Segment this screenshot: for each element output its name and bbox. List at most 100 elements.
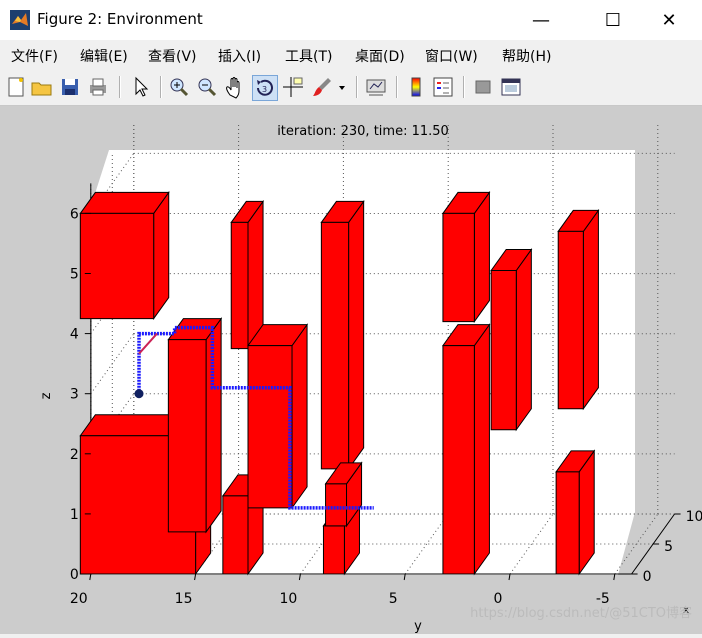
title-bar: Figure 2: Environment — ☐ ✕	[0, 0, 702, 40]
obstacle-side	[247, 199, 264, 351]
grid-line	[299, 513, 344, 575]
menu-insert[interactable]: 插入(I)	[218, 49, 262, 65]
obstacle-front	[442, 212, 475, 323]
path-start-marker	[134, 389, 144, 399]
obstacle-front	[555, 471, 580, 575]
menu-bar: 文件(F) 编辑(E) 查看(V) 插入(I) 工具(T) 桌面(D) 窗口(W…	[0, 40, 702, 100]
insert-legend-icon[interactable]	[431, 75, 455, 99]
x-tick-label: 0	[643, 569, 652, 585]
obstacle-front	[222, 495, 249, 575]
menu-edit[interactable]: 编辑(E)	[80, 49, 128, 65]
z-tick-label: 6	[70, 206, 79, 222]
obstacle-block	[247, 323, 309, 510]
y-tick-mark	[298, 573, 301, 581]
planned-path	[137, 325, 374, 510]
y-tick-label: 10	[279, 591, 297, 607]
obstacle-front	[325, 483, 348, 527]
link-plot-icon[interactable]	[364, 75, 388, 99]
menu-desktop[interactable]: 桌面(D)	[355, 49, 405, 65]
obstacle-block	[557, 208, 600, 411]
obstacle-side	[348, 199, 365, 471]
obstacle-block	[320, 199, 365, 471]
y-tick-mark	[403, 573, 406, 581]
toolbar-separator	[356, 76, 358, 98]
y-tick-label: -5	[596, 591, 610, 607]
toolbar-separator	[119, 76, 121, 98]
toolbar-separator	[463, 76, 465, 98]
menu-help[interactable]: 帮助(H)	[502, 49, 552, 65]
obstacle-side	[291, 323, 308, 510]
obstacle-block	[441, 190, 491, 324]
obstacle-front	[490, 269, 517, 431]
rotate-3d-icon[interactable]: 3	[252, 75, 278, 101]
obstacle-front	[557, 230, 584, 410]
obstacle-block	[555, 449, 596, 576]
print-icon[interactable]	[86, 75, 110, 99]
minimize-button[interactable]: —	[532, 9, 550, 31]
chart-title: iteration: 230, time: 11.50	[277, 124, 449, 139]
z-tick-label: 5	[70, 267, 79, 283]
obstacle-block	[167, 317, 223, 534]
toolbar-separator	[160, 76, 162, 98]
obstacle-block	[79, 190, 170, 321]
y-tick-label: 5	[389, 591, 398, 607]
obstacle-front	[79, 212, 155, 320]
obstacle-top	[79, 191, 170, 214]
save-icon[interactable]	[58, 75, 82, 99]
x-tick-label: 10	[686, 509, 702, 525]
brush-dropdown-icon[interactable]	[335, 75, 349, 99]
obstacle-side	[473, 323, 490, 576]
obstacle-side	[153, 190, 170, 321]
y-tick-mark	[194, 573, 197, 581]
brush-icon[interactable]	[310, 75, 334, 99]
z-tick-label: 1	[70, 507, 79, 523]
obstacle-front	[230, 221, 249, 350]
close-button[interactable]: ✕	[661, 9, 677, 31]
z-tick-label: 0	[70, 567, 79, 583]
zoom-out-icon[interactable]	[195, 75, 219, 99]
new-figure-icon[interactable]	[4, 75, 28, 99]
show-plot-tools-icon[interactable]	[499, 75, 523, 99]
maximize-button[interactable]: ☐	[604, 9, 622, 31]
watermark: https://blog.csdn.net/@51CTO博客	[470, 605, 692, 621]
y-tick-mark	[508, 573, 511, 581]
y-tick-label: 0	[494, 591, 503, 607]
data-cursor-icon[interactable]	[281, 75, 305, 99]
z-tick-label: 3	[70, 387, 79, 403]
obstacle-front	[167, 339, 207, 533]
toolbar-separator	[396, 76, 398, 98]
matlab-logo-icon	[10, 10, 30, 30]
y-axis-label: y	[414, 619, 422, 634]
window-title: Figure 2: Environment	[37, 10, 203, 28]
obstacle-front	[320, 221, 350, 470]
obstacle-side	[473, 190, 490, 324]
obstacle-block	[230, 199, 265, 351]
obstacle-front	[322, 525, 345, 575]
path-start-segment	[138, 332, 158, 355]
x-axis-label: x	[683, 603, 690, 616]
menu-tools[interactable]: 工具(T)	[285, 49, 333, 65]
grid-line	[404, 513, 449, 575]
z-tick-label: 2	[70, 447, 79, 463]
y-tick-mark	[613, 573, 616, 581]
svg-text:3: 3	[262, 85, 267, 94]
figure-canvas: iteration: 230, time: 11.50 20 15 10 5 0 -5 0 1…	[0, 106, 702, 634]
insert-colorbar-icon[interactable]	[404, 75, 428, 99]
menu-view[interactable]: 查看(V)	[148, 49, 197, 65]
menu-file[interactable]: 文件(F)	[11, 49, 58, 65]
open-file-icon[interactable]	[30, 75, 54, 99]
y-tick-mark	[89, 573, 92, 581]
hide-plot-tools-icon[interactable]	[471, 75, 495, 99]
zoom-in-icon[interactable]	[167, 75, 191, 99]
edit-plot-arrow-icon[interactable]	[128, 75, 152, 99]
obstacle-side	[515, 247, 532, 432]
grid-line	[509, 513, 554, 575]
path-group	[134, 325, 374, 510]
obstacle-block	[324, 461, 363, 528]
obstacle-front	[442, 345, 475, 575]
obstacle-side	[582, 208, 599, 411]
pan-hand-icon[interactable]	[223, 75, 247, 99]
menu-window[interactable]: 窗口(W)	[425, 49, 478, 65]
chart-3d[interactable]: iteration: 230, time: 11.50 20 15 10 5 0 -501…	[0, 106, 702, 634]
